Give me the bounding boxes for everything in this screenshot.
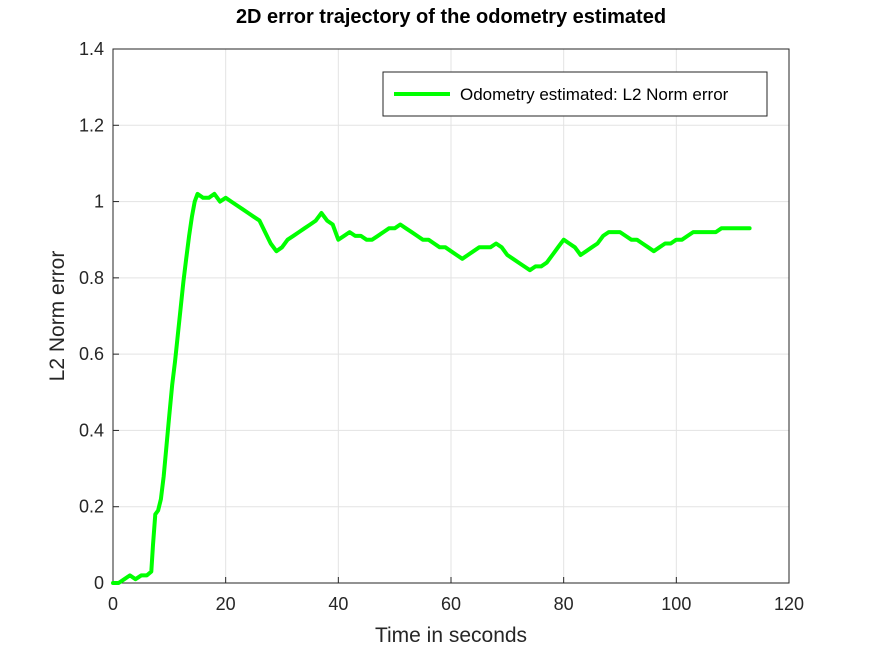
y-tick-label: 1.2 bbox=[79, 115, 104, 135]
legend-entry: Odometry estimated: L2 Norm error bbox=[460, 85, 729, 104]
y-tick-label: 0.8 bbox=[79, 268, 104, 288]
x-tick-label: 0 bbox=[108, 594, 118, 614]
y-tick-label: 0.2 bbox=[79, 497, 104, 517]
chart-title: 2D error trajectory of the odometry esti… bbox=[236, 6, 666, 28]
y-tick-label: 1.4 bbox=[79, 39, 104, 59]
series-line-0 bbox=[111, 191, 752, 585]
series-layer bbox=[111, 191, 752, 585]
legend: Odometry estimated: L2 Norm error bbox=[382, 71, 768, 117]
x-tick-label: 20 bbox=[216, 594, 236, 614]
x-tick-label: 60 bbox=[441, 594, 461, 614]
y-tick-label: 0.6 bbox=[79, 344, 104, 364]
x-tick-label: 120 bbox=[774, 594, 804, 614]
y-tick-label: 1 bbox=[94, 192, 104, 212]
ticks: 0 20 40 60 80 100 120 0 0.2 0.4 0.6 0.8 1 1.2 1.4 bbox=[79, 39, 804, 614]
x-tick-label: 80 bbox=[554, 594, 574, 614]
y-tick-label: 0 bbox=[94, 573, 104, 593]
x-tick-label: 100 bbox=[661, 594, 691, 614]
y-tick-label: 0.4 bbox=[79, 420, 104, 440]
y-axis-label: L2 Norm error bbox=[46, 251, 69, 382]
x-tick-label: 40 bbox=[328, 594, 348, 614]
x-axis-label: Time in seconds bbox=[375, 624, 527, 647]
